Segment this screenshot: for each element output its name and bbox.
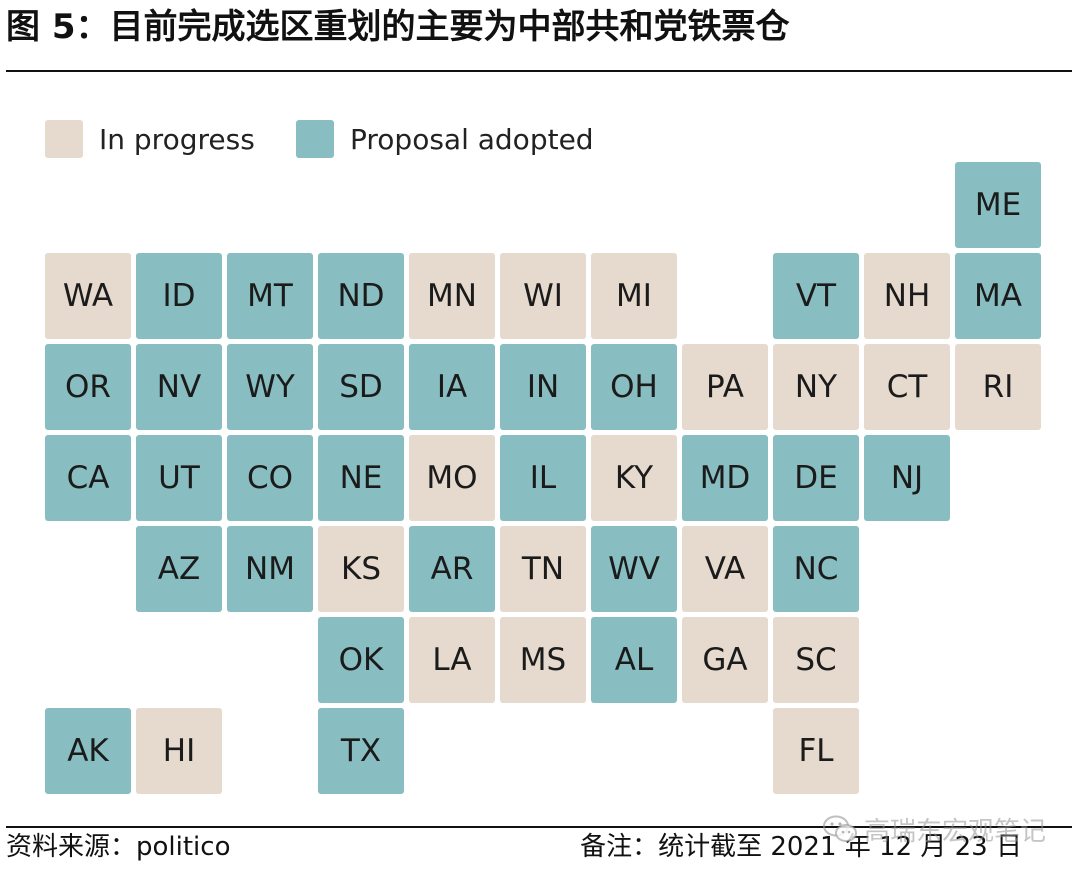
page-title: 图 5：目前完成选区重划的主要为中部共和党铁票仓 [6, 7, 790, 47]
state-tile-il: IL [500, 435, 586, 521]
state-tile-la: LA [409, 617, 495, 703]
state-tile-me: ME [955, 162, 1041, 248]
watermark: 高瑞东宏观笔记 [822, 812, 1046, 847]
state-tile-ky: KY [591, 435, 677, 521]
state-tile-ia: IA [409, 344, 495, 430]
state-tile-mo: MO [409, 435, 495, 521]
state-tile-nv: NV [136, 344, 222, 430]
state-tile-nm: NM [227, 526, 313, 612]
legend-swatch-in-progress [45, 120, 83, 158]
state-tile-md: MD [682, 435, 768, 521]
top-divider [6, 70, 1072, 72]
state-tile-ga: GA [682, 617, 768, 703]
state-tile-tn: TN [500, 526, 586, 612]
state-tile-nj: NJ [864, 435, 950, 521]
state-tile-wy: WY [227, 344, 313, 430]
state-tile-ar: AR [409, 526, 495, 612]
state-tile-wv: WV [591, 526, 677, 612]
state-tile-ut: UT [136, 435, 222, 521]
state-tile-nc: NC [773, 526, 859, 612]
state-tile-fl: FL [773, 708, 859, 794]
state-tile-mn: MN [409, 253, 495, 339]
state-tile-nh: NH [864, 253, 950, 339]
state-tile-or: OR [45, 344, 131, 430]
legend-label-in-progress: In progress [99, 123, 255, 156]
state-tile-al: AL [591, 617, 677, 703]
state-tile-ny: NY [773, 344, 859, 430]
state-tile-nd: ND [318, 253, 404, 339]
state-tile-oh: OH [591, 344, 677, 430]
legend-swatch-adopted [296, 120, 334, 158]
state-tile-wa: WA [45, 253, 131, 339]
state-tile-mt: MT [227, 253, 313, 339]
state-tile-id: ID [136, 253, 222, 339]
state-tile-co: CO [227, 435, 313, 521]
state-tile-hi: HI [136, 708, 222, 794]
state-tile-az: AZ [136, 526, 222, 612]
source-note: 资料来源：politico [6, 832, 231, 862]
wechat-icon [822, 815, 857, 842]
state-tile-ma: MA [955, 253, 1041, 339]
date-note: 备注：统计截至 2021 年 12 月 23 日 [580, 832, 1022, 862]
state-tile-va: VA [682, 526, 768, 612]
state-tile-ak: AK [45, 708, 131, 794]
state-tile-de: DE [773, 435, 859, 521]
state-tile-ks: KS [318, 526, 404, 612]
state-tile-sc: SC [773, 617, 859, 703]
state-tile-ms: MS [500, 617, 586, 703]
state-tile-ca: CA [45, 435, 131, 521]
state-tile-pa: PA [682, 344, 768, 430]
state-tile-sd: SD [318, 344, 404, 430]
state-tile-ne: NE [318, 435, 404, 521]
state-tile-tx: TX [318, 708, 404, 794]
watermark-text: 高瑞东宏观笔记 [863, 816, 1046, 847]
state-tile-wi: WI [500, 253, 586, 339]
state-tile-mi: MI [591, 253, 677, 339]
bottom-divider [6, 826, 1072, 828]
state-tile-ct: CT [864, 344, 950, 430]
state-tile-ri: RI [955, 344, 1041, 430]
state-tile-vt: VT [773, 253, 859, 339]
state-tile-in: IN [500, 344, 586, 430]
state-tile-ok: OK [318, 617, 404, 703]
legend-label-adopted: Proposal adopted [350, 123, 594, 156]
